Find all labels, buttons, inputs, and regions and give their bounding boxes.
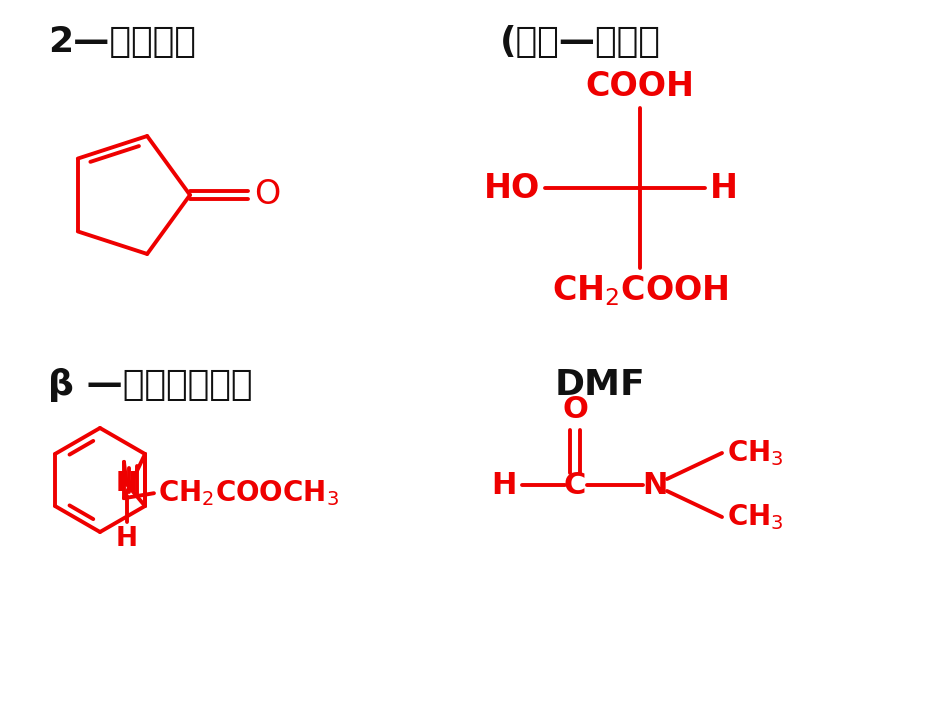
Text: HO: HO (484, 172, 540, 205)
Text: O: O (254, 178, 280, 212)
Text: CH$_3$: CH$_3$ (727, 438, 784, 468)
Text: O: O (562, 395, 588, 424)
Text: CH$_2$COOH: CH$_2$COOH (552, 273, 729, 308)
Text: 2—环戊烯锐: 2—环戊烯锐 (48, 25, 196, 59)
Text: β —吠哚乙酸甲鄙: β —吠哚乙酸甲鄙 (48, 368, 253, 402)
Text: N: N (116, 471, 138, 497)
Text: N: N (642, 471, 668, 500)
Text: DMF: DMF (555, 368, 646, 402)
Text: CH$_2$COOCH$_3$: CH$_2$COOCH$_3$ (158, 478, 339, 508)
Text: COOH: COOH (585, 70, 694, 103)
Text: H: H (492, 471, 517, 500)
Text: CH$_3$: CH$_3$ (727, 502, 784, 532)
Text: C: C (563, 471, 586, 500)
Text: (Ｓ）—苹果酸: (Ｓ）—苹果酸 (500, 25, 661, 59)
Text: H: H (710, 172, 738, 205)
Text: H: H (116, 526, 138, 552)
